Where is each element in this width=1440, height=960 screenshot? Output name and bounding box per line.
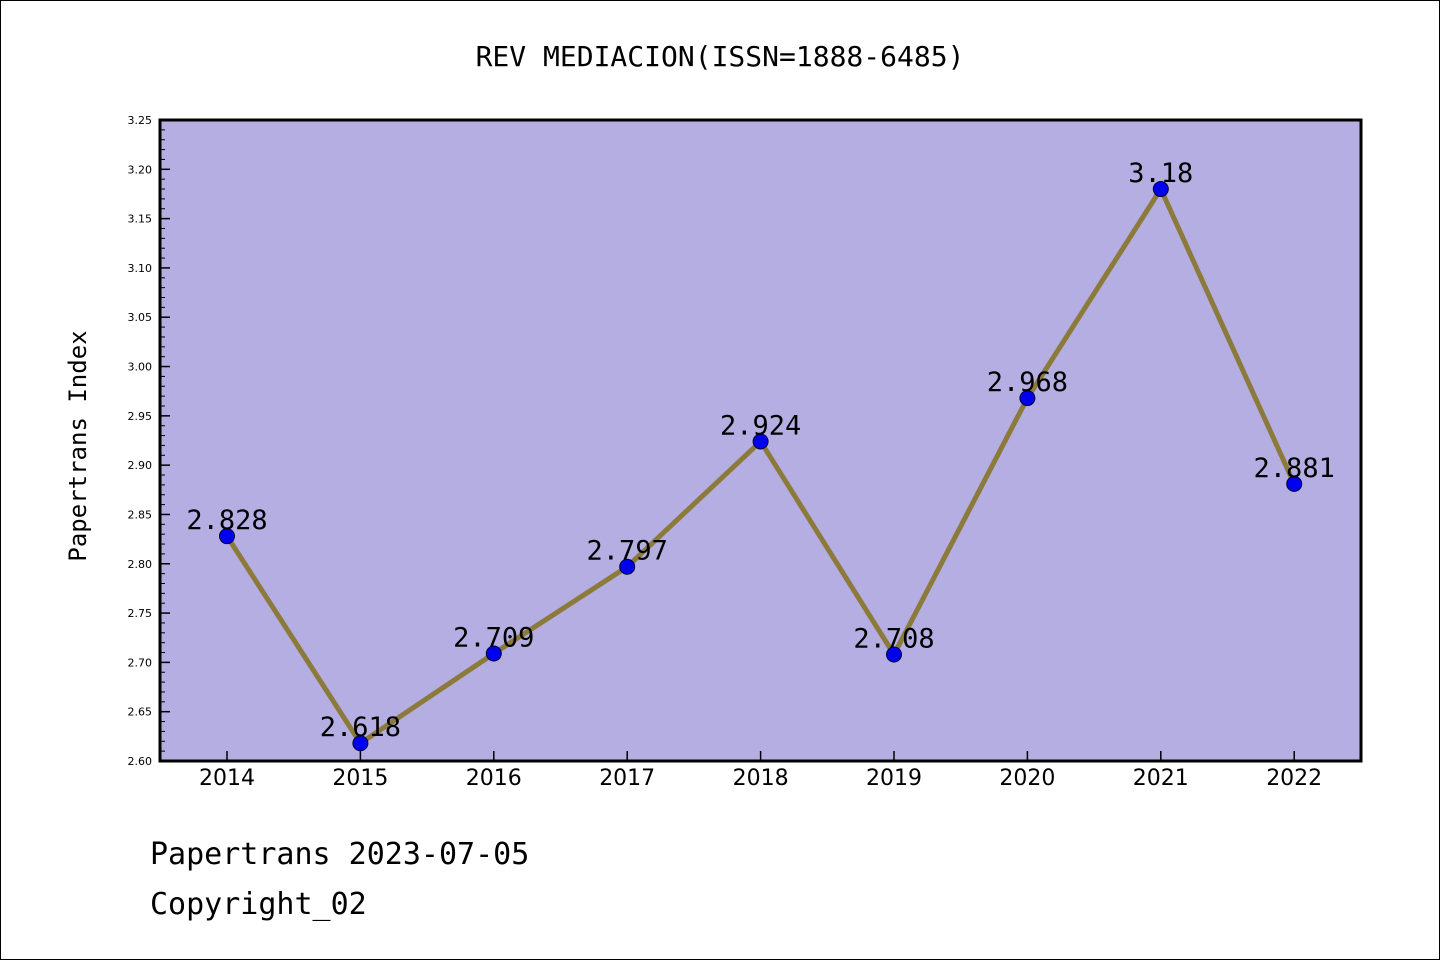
data-point [1286,475,1303,492]
data-labels: 2.828 2.618 2.709 2.797 2.924 2.708 2.968 3.18 2… [186,158,1334,743]
data-point [752,433,769,450]
data-label: 2.924 [720,410,801,441]
data-label: 2.618 [320,712,401,743]
data-point [1019,390,1036,407]
y-tick-label: 3.25 [128,114,153,127]
y-tick-label: 3.05 [128,311,153,324]
x-tick-label: 2015 [332,766,388,791]
y-axis-label: Papertrans Index [64,330,92,561]
x-tick-label: 2020 [999,766,1055,791]
x-tick-label: 2021 [1133,766,1189,791]
data-label: 2.828 [186,505,267,536]
y-tick-label: 2.95 [128,410,153,423]
data-point [886,646,902,663]
series-markers [219,181,1303,752]
footer-copyright: Copyright_02 [150,887,367,922]
footer-date: Papertrans 2023-07-05 [150,837,529,872]
x-tick-label: 2014 [199,766,255,791]
data-label: 2.881 [1254,453,1335,484]
y-tick-label: 2.75 [128,607,153,620]
data-point [485,645,502,662]
y-axis: 2.60 2.65 2.70 2.75 2.80 2.85 2.90 2.95 3.00 3.05… [128,114,170,768]
y-tick-label: 2.70 [128,656,153,669]
x-tick-label: 2016 [466,766,522,791]
data-label: 2.708 [853,623,934,654]
plot-border [158,118,1363,763]
y-tick-label: 3.15 [128,213,153,226]
data-point [352,735,369,752]
y-tick-label: 3.00 [128,361,153,374]
y-tick-label: 2.80 [128,558,153,571]
x-axis: 2014 2015 2016 2017 2018 2019 2020 2021 2022 [199,751,1322,791]
data-label: 2.797 [587,536,668,567]
y-tick-label: 2.85 [128,508,153,521]
x-tick-label: 2022 [1266,766,1322,791]
data-label: 2.709 [453,623,534,654]
data-point [619,558,636,575]
data-point [1152,181,1169,198]
y-tick-label: 3.10 [128,262,153,275]
y-tick-label: 2.90 [128,459,153,472]
data-point [219,528,235,545]
y-tick-label: 3.20 [128,163,153,176]
data-label: 2.968 [987,367,1068,398]
chart-title: REV MEDIACION(ISSN=1888-6485) [476,40,965,73]
x-tick-label: 2018 [733,766,789,791]
y-tick-label: 2.65 [128,706,153,719]
y-tick-label: 2.60 [128,755,153,768]
x-tick-label: 2017 [599,766,655,791]
x-tick-label: 2019 [866,766,922,791]
data-label: 3.18 [1128,158,1193,189]
